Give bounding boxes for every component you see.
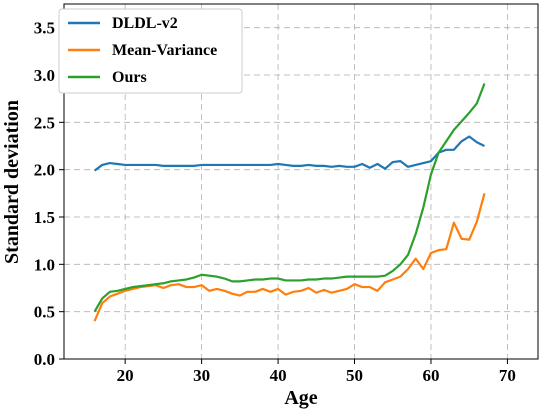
x-axis-ticks: 20 30 40 50 60 70 <box>117 359 516 385</box>
x-tick-label: 40 <box>270 366 287 385</box>
series-line-dldl-v2 <box>93 135 485 172</box>
legend-label-ours: Ours <box>112 69 147 86</box>
y-tick-label: 1.5 <box>34 208 55 227</box>
x-tick-label: 70 <box>499 366 516 385</box>
x-tick-label: 20 <box>117 366 134 385</box>
y-tick-label: 1.0 <box>34 255 55 274</box>
x-tick-label: 50 <box>346 366 363 385</box>
series-line-ours <box>93 83 486 313</box>
y-tick-label: 3.5 <box>34 19 55 38</box>
series-lines <box>93 83 486 322</box>
x-tick-label: 60 <box>422 366 439 385</box>
legend-box <box>58 8 243 94</box>
y-tick-label: 0.0 <box>34 350 55 369</box>
plot-frame <box>63 3 539 360</box>
x-axis-label: Age <box>284 387 317 409</box>
x-tick-label: 30 <box>193 366 210 385</box>
legend: DLDL-v2 Mean-Variance Ours <box>58 8 243 94</box>
legend-label-dldl-v2: DLDL-v2 <box>112 15 178 32</box>
y-axis-ticks: 0.0 0.5 1.0 1.5 2.0 2.5 3.0 3.5 <box>34 19 64 369</box>
y-tick-label: 2.0 <box>34 161 55 180</box>
y-axis-label: Standard deviation <box>1 100 23 264</box>
y-tick-label: 2.5 <box>34 113 55 132</box>
legend-label-mean-variance: Mean-Variance <box>112 42 217 59</box>
y-tick-label: 3.0 <box>34 66 55 85</box>
y-tick-label: 0.5 <box>34 303 55 322</box>
series-line-mean-variance <box>93 193 486 322</box>
